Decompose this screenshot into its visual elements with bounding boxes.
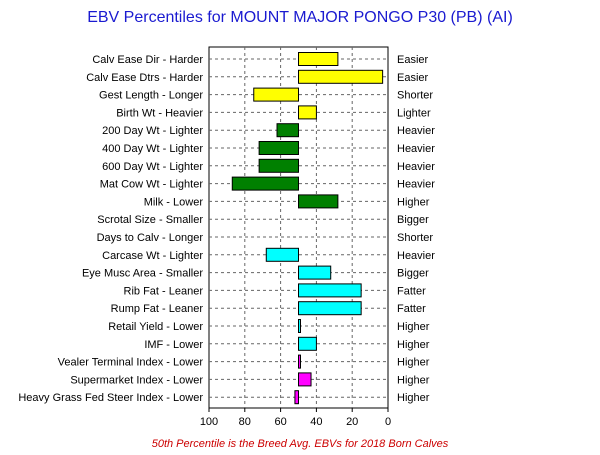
tick-label: 20 (346, 416, 358, 428)
bar (298, 283, 362, 298)
bar (298, 354, 301, 369)
bars (231, 52, 384, 405)
direction-label: Shorter (397, 90, 433, 102)
bar (253, 87, 299, 102)
direction-label: Bigger (397, 214, 429, 226)
trait-label: IMF - Lower (144, 339, 203, 351)
direction-label: Heavier (397, 125, 435, 137)
bar (298, 319, 301, 333)
direction-label: Easier (397, 54, 429, 66)
trait-label: Gest Length - Longer (99, 90, 203, 102)
direction-label: Heavier (397, 161, 435, 173)
bar (298, 194, 339, 209)
bar (258, 141, 299, 155)
direction-label: Shorter (397, 232, 433, 244)
bar (276, 123, 299, 138)
direction-label: Higher (397, 392, 430, 404)
tick-label: 0 (385, 416, 391, 428)
bar (298, 69, 384, 84)
tick-label: 100 (200, 416, 218, 428)
x-axis-ticks: 100 80 60 40 20 0 (200, 408, 391, 428)
plot-frame (208, 46, 389, 409)
bar (258, 158, 299, 173)
direction-label: Easier (397, 72, 429, 84)
bar (294, 390, 300, 405)
direction-label: Lighter (397, 107, 431, 119)
trait-label: Milk - Lower (144, 196, 204, 208)
trait-label: Calv Ease Dtrs - Harder (86, 72, 203, 84)
bar (298, 265, 332, 280)
direction-label: Heavier (397, 179, 435, 191)
trait-label: Eye Musc Area - Smaller (82, 268, 203, 280)
trait-label: Carcase Wt - Lighter (102, 250, 203, 262)
tick-label: 80 (239, 416, 251, 428)
trait-label: Calv Ease Dir - Harder (92, 54, 203, 66)
bar (298, 105, 317, 120)
bar (231, 176, 300, 191)
direction-label: Bigger (397, 268, 429, 280)
trait-label: Birth Wt - Heavier (116, 107, 203, 119)
footnote: 50th Percentile is the Breed Avg. EBVs f… (152, 438, 449, 450)
direction-labels: Easier Easier Shorter Lighter Heavier Heavier… (397, 54, 435, 404)
trait-label: Days to Calv - Longer (97, 232, 204, 244)
direction-label: Higher (397, 357, 430, 369)
trait-label: 400 Day Wt - Lighter (102, 143, 203, 155)
bar (298, 52, 339, 66)
tick-label: 60 (274, 416, 286, 428)
direction-label: Higher (397, 321, 430, 333)
trait-label: Rump Fat - Leaner (111, 303, 204, 315)
direction-label: Heavier (397, 143, 435, 155)
trait-label: Vealer Terminal Index - Lower (58, 357, 204, 369)
trait-label: Heavy Grass Fed Steer Index - Lower (18, 392, 203, 404)
trait-labels: Calv Ease Dir - Harder Calv Ease Dtrs - H… (18, 54, 203, 404)
trait-label: 200 Day Wt - Lighter (102, 125, 203, 137)
chart-title: EBV Percentiles for MOUNT MAJOR PONGO P3… (87, 9, 513, 26)
trait-label: Scrotal Size - Smaller (97, 214, 203, 226)
direction-label: Higher (397, 196, 430, 208)
direction-label: Fatter (397, 285, 426, 297)
bar (298, 301, 362, 316)
direction-label: Heavier (397, 250, 435, 262)
trait-label: Mat Cow Wt - Lighter (100, 179, 204, 191)
tick-label: 40 (310, 416, 322, 428)
direction-label: Higher (397, 339, 430, 351)
trait-label: Supermarket Index - Lower (70, 374, 203, 386)
direction-label: Higher (397, 374, 430, 386)
bar (265, 247, 299, 262)
trait-label: 600 Day Wt - Lighter (102, 161, 203, 173)
direction-label: Fatter (397, 303, 426, 315)
trait-label: Retail Yield - Lower (108, 321, 203, 333)
trait-label: Rib Fat - Leaner (124, 285, 204, 297)
bar (298, 336, 317, 351)
bar (298, 372, 312, 387)
